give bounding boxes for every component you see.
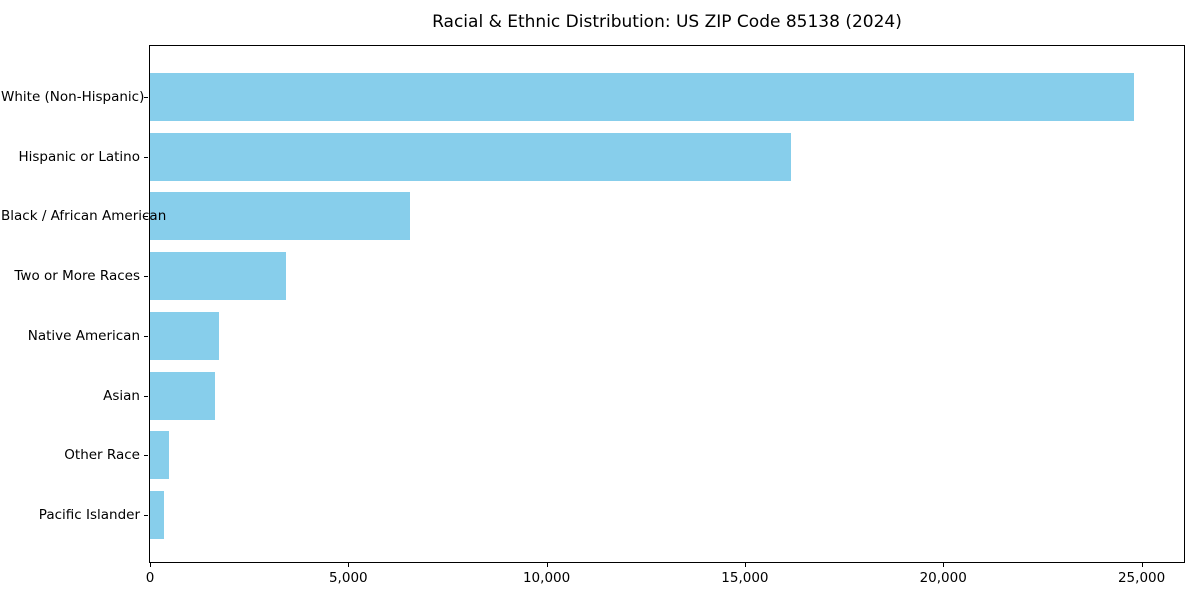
chart-title: Racial & Ethnic Distribution: US ZIP Cod… — [432, 12, 902, 32]
chart-bar — [150, 490, 164, 539]
x-axis-label: 5,000 — [328, 570, 368, 586]
y-axis-tick — [144, 156, 148, 158]
chart-bar — [150, 311, 219, 360]
y-axis-label: Asian — [103, 387, 140, 404]
x-axis-label: 20,000 — [919, 570, 967, 586]
x-axis-label: 0 — [145, 570, 155, 586]
plot-area: White (Non-Hispanic) Hispanic or Latino Bl… — [1, 45, 1185, 586]
y-axis-label: Native American — [27, 327, 140, 344]
y-axis-tick — [144, 216, 148, 218]
chart-bar — [150, 132, 791, 181]
x-axis-tick — [943, 563, 945, 567]
y-axis-tick — [144, 97, 148, 98]
chart-bar — [150, 371, 215, 420]
x-axis-tick — [348, 563, 350, 567]
chart-bar — [150, 431, 170, 480]
x-axis-label: 10,000 — [522, 570, 571, 586]
x-axis-label: 15,000 — [721, 570, 769, 586]
chart-bar — [150, 252, 286, 301]
y-axis-label: Black / African American — [1, 208, 167, 225]
chart-bar — [150, 73, 1135, 121]
x-axis-tick — [744, 563, 746, 567]
y-axis-tick — [144, 335, 148, 337]
y-axis-tick — [144, 276, 148, 278]
x-axis-tick — [546, 563, 548, 567]
x-axis-tick — [1141, 563, 1143, 567]
chart-bar — [150, 192, 410, 241]
y-axis-label: White (Non-Hispanic) — [1, 89, 145, 105]
y-axis-label: Pacific Islander — [38, 506, 140, 523]
x-axis-tick — [150, 563, 151, 567]
y-axis-label: Hispanic or Latino — [18, 148, 140, 165]
y-axis-tick — [144, 514, 148, 516]
x-axis-label: 25,000 — [1117, 570, 1166, 586]
y-axis-tick — [144, 395, 148, 397]
y-axis-label: Other Race — [64, 447, 140, 464]
y-axis-tick — [144, 455, 148, 457]
y-axis-label: Two or More Races — [14, 268, 140, 285]
